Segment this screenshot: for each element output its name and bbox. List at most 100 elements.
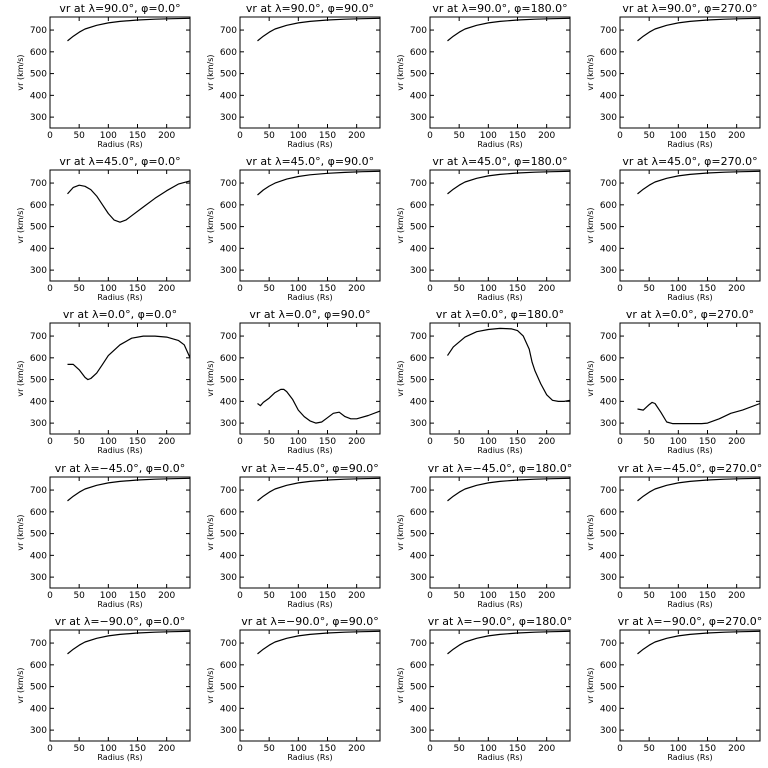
y-axis-label: vr (km/s)	[206, 360, 215, 396]
y-axis-label: vr (km/s)	[16, 667, 25, 703]
y-tick-label: 600	[600, 508, 617, 518]
series-line	[637, 170, 761, 195]
series-line	[67, 335, 191, 381]
y-tick-label: 400	[410, 397, 427, 407]
y-tick-label: 500	[410, 376, 427, 386]
series-line	[257, 630, 381, 655]
x-tick-label: 200	[348, 437, 365, 447]
x-axis-label: Radius (Rs)	[477, 446, 522, 455]
panel-title: vr at λ=−45.0°, φ=90.0°	[241, 462, 378, 475]
x-axis-label: Radius (Rs)	[287, 293, 332, 302]
x-axis-label: Radius (Rs)	[667, 293, 712, 302]
y-tick-label: 300	[220, 113, 237, 123]
panel-title: vr at λ=45.0°, φ=90.0°	[246, 155, 374, 168]
x-tick-label: 50	[643, 131, 655, 141]
y-axis-label: vr (km/s)	[206, 54, 215, 90]
panel: vr at λ=45.0°, φ=0.0° 0 50 100 150 200 300 400 5…	[16, 155, 191, 302]
series-line	[447, 170, 571, 195]
x-tick-label: 200	[728, 284, 745, 294]
y-tick-label: 500	[600, 683, 617, 693]
y-axis-label: vr (km/s)	[206, 207, 215, 243]
y-tick-label: 600	[30, 354, 47, 364]
x-tick-label: 0	[617, 131, 623, 141]
x-tick-label: 200	[158, 437, 175, 447]
y-axis-label: vr (km/s)	[16, 360, 25, 396]
x-tick-label: 200	[158, 131, 175, 141]
x-tick-label: 0	[237, 284, 243, 294]
y-axis-label: vr (km/s)	[16, 207, 25, 243]
x-tick-label: 50	[263, 437, 275, 447]
x-axis-label: Radius (Rs)	[287, 140, 332, 149]
panel: vr at λ=0.0°, φ=90.0° 0 50 100 150 200 300 400 5…	[206, 308, 381, 455]
x-tick-label: 100	[100, 437, 117, 447]
plot-frame	[239, 629, 381, 742]
x-tick-label: 100	[290, 437, 307, 447]
x-tick-label: 100	[290, 284, 307, 294]
x-axis-label: Radius (Rs)	[667, 600, 712, 609]
y-axis-label: vr (km/s)	[16, 54, 25, 90]
x-tick-label: 0	[427, 437, 433, 447]
plot-frame	[49, 169, 191, 282]
series-line	[67, 630, 191, 655]
panel: vr at λ=−45.0°, φ=180.0° 0 50 100 150 200 300 4…	[396, 462, 572, 609]
y-tick-label: 400	[410, 244, 427, 254]
y-tick-label: 700	[410, 179, 427, 189]
y-tick-label: 600	[30, 508, 47, 518]
x-tick-label: 100	[290, 744, 307, 754]
y-tick-label: 400	[410, 704, 427, 714]
y-axis-label: vr (km/s)	[206, 514, 215, 550]
y-tick-label: 300	[220, 573, 237, 583]
y-tick-label: 400	[30, 91, 47, 101]
y-tick-label: 700	[220, 486, 237, 496]
panel: vr at λ=45.0°, φ=180.0° 0 50 100 150 200 300 40…	[396, 155, 571, 302]
y-tick-label: 400	[30, 244, 47, 254]
x-tick-label: 200	[728, 131, 745, 141]
x-axis-label: Radius (Rs)	[477, 753, 522, 762]
y-tick-label: 600	[30, 201, 47, 211]
panel: vr at λ=90.0°, φ=270.0° 0 50 100 150 200 300 40…	[586, 2, 761, 149]
x-tick-label: 50	[453, 131, 465, 141]
x-tick-label: 150	[319, 284, 336, 294]
x-tick-label: 150	[129, 284, 146, 294]
plot-frame	[429, 169, 571, 282]
x-axis-label: Radius (Rs)	[97, 753, 142, 762]
series-line	[257, 17, 381, 42]
x-tick-label: 0	[617, 591, 623, 601]
series-line	[637, 630, 761, 655]
y-tick-label: 700	[600, 179, 617, 189]
x-tick-label: 100	[480, 284, 497, 294]
y-tick-label: 500	[410, 683, 427, 693]
x-tick-label: 0	[47, 744, 53, 754]
y-tick-label: 300	[220, 266, 237, 276]
plot-frame	[619, 169, 761, 282]
x-tick-label: 200	[538, 591, 555, 601]
y-tick-label: 700	[30, 639, 47, 649]
series-line	[447, 17, 571, 42]
y-tick-label: 600	[600, 661, 617, 671]
series-line	[257, 388, 381, 424]
panel: vr at λ=0.0°, φ=0.0° 0 50 100 150 200 300 400 50…	[16, 308, 191, 455]
x-tick-label: 100	[480, 591, 497, 601]
y-tick-label: 600	[410, 354, 427, 364]
x-tick-label: 50	[453, 744, 465, 754]
plot-frame	[49, 629, 191, 742]
plot-frame	[49, 322, 191, 435]
y-tick-label: 400	[410, 551, 427, 561]
series-line	[637, 401, 761, 425]
y-tick-label: 400	[220, 91, 237, 101]
y-tick-label: 400	[600, 551, 617, 561]
y-tick-label: 500	[600, 530, 617, 540]
x-tick-label: 200	[348, 284, 365, 294]
series-line	[637, 17, 761, 42]
y-tick-label: 300	[600, 113, 617, 123]
x-tick-label: 150	[509, 284, 526, 294]
y-tick-label: 300	[600, 573, 617, 583]
x-tick-label: 150	[699, 591, 716, 601]
y-axis-label: vr (km/s)	[206, 667, 215, 703]
x-tick-label: 200	[538, 131, 555, 141]
y-tick-label: 600	[410, 508, 427, 518]
y-tick-label: 400	[410, 91, 427, 101]
plot-frame	[239, 169, 381, 282]
series-line	[67, 477, 191, 502]
x-tick-label: 50	[643, 591, 655, 601]
